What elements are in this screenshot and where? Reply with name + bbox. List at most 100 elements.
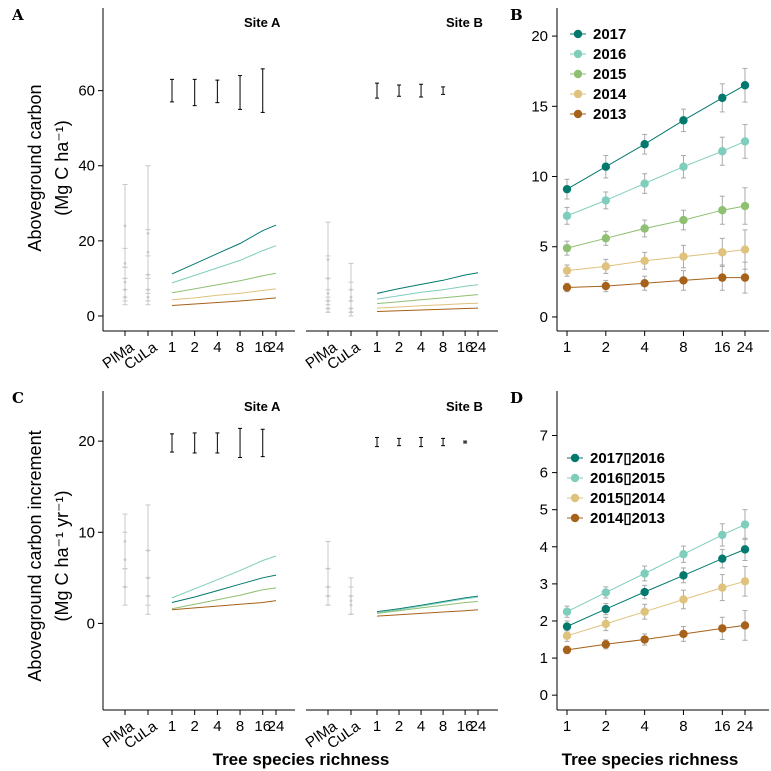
x-tick-label-1: 1 (563, 718, 571, 735)
legend-label-2017: 2017▯2016 (590, 450, 665, 467)
point-2016 (562, 211, 572, 221)
series-line-2016 (376, 596, 479, 613)
point-2015 (601, 234, 611, 243)
ref-point-cula (146, 594, 150, 598)
axes-layer (98, 8, 769, 715)
point-2013 (718, 624, 727, 633)
ref-point-plma (123, 558, 127, 562)
x-tick-label-24: 24 (470, 339, 487, 356)
point-2014 (562, 266, 572, 275)
point-2016 (640, 569, 649, 578)
series-line-2016 (171, 245, 277, 284)
y-tick-label-D: 1 (540, 650, 548, 667)
point-2013 (562, 645, 572, 655)
y-tick-label-A: 20 (78, 233, 95, 250)
point-2016 (718, 530, 727, 540)
legend-marker-2013 (573, 109, 583, 119)
x-tick-label-24: 24 (268, 718, 285, 735)
series-line-2016 (566, 140, 746, 217)
x-tick-label-2: 2 (191, 718, 199, 735)
ref-point-plma (123, 224, 127, 228)
x-tick-label-16: 16 (714, 718, 731, 735)
y-tick-label-D: 6 (540, 465, 548, 482)
x-tick-label-4: 4 (213, 718, 221, 735)
legend-marker-2014 (573, 89, 583, 99)
y-tick-label-A: 60 (78, 83, 95, 100)
site-b-title-bottom: Site B (446, 399, 483, 414)
x-tick-label-24: 24 (737, 339, 754, 356)
point-2016 (740, 520, 750, 529)
point-2017 (562, 184, 572, 194)
y-tick-label-D: 5 (540, 502, 548, 519)
y-tick-label-A: 0 (87, 308, 95, 325)
x-tick-label-2: 2 (395, 339, 403, 356)
point-2013 (718, 273, 727, 282)
legend-label-2016: 2016▯2015 (590, 470, 665, 487)
x-tick-label-8: 8 (439, 339, 447, 356)
x-tick-label-4: 4 (640, 339, 648, 356)
legend-label-2016: 2016 (593, 46, 626, 63)
legend-marker-2016 (573, 49, 583, 59)
point-2013 (601, 281, 611, 291)
point-2014 (740, 245, 750, 254)
ref-point-cula (146, 295, 150, 299)
y-tick-label-C: 20 (78, 433, 95, 450)
x-tick-label-24: 24 (268, 339, 285, 356)
x-tick-label-8: 8 (236, 339, 244, 356)
x-tick-label-4: 4 (640, 718, 648, 735)
y-title-top-line2: (Mg C ha⁻¹) (52, 120, 72, 216)
x-tick-label-1: 1 (373, 339, 381, 356)
legend-label-2013: 2013 (593, 106, 626, 123)
y-tick-label-C: 0 (87, 615, 95, 632)
x-tick-label-16: 16 (457, 339, 474, 356)
x-tick-label-16: 16 (254, 339, 271, 356)
x-tick-label-1: 1 (563, 339, 571, 356)
x-tick-label-2: 2 (602, 339, 610, 356)
series-line-2015 (171, 272, 277, 294)
legend-label-2015: 2015 (593, 66, 626, 83)
point-2015 (562, 243, 572, 253)
x-tick-label-24: 24 (737, 718, 754, 735)
y-title-bottom-line1: Aboveground carbon increment (25, 430, 45, 681)
point-2017 (740, 81, 750, 90)
point-2017 (679, 116, 688, 125)
x-tick-label-4: 4 (213, 339, 221, 356)
x-tick-label-1: 1 (373, 718, 381, 735)
x-tick-label-16: 16 (714, 339, 731, 356)
point-2017 (640, 140, 649, 149)
x-tick-label-8: 8 (439, 718, 447, 735)
x-tick-label-1: 1 (168, 339, 176, 356)
legend-marker-2017 (570, 453, 580, 463)
point-2014 (718, 248, 727, 257)
point-2013 (740, 273, 750, 282)
legend-label-2017: 2017 (593, 26, 626, 43)
x-tick-label-24: 24 (470, 718, 487, 735)
x-tick-label-2: 2 (395, 718, 403, 735)
legend-label-2014: 2014 (593, 86, 627, 103)
panel-letter-a: A (11, 6, 24, 24)
legend-marker-2015 (573, 69, 583, 79)
y-tick-label-B: 20 (531, 28, 548, 45)
x-tick-label-4: 4 (417, 339, 425, 356)
ref-point-plma (123, 261, 127, 265)
point-2016 (601, 196, 611, 205)
point-2017 (718, 93, 727, 103)
point-2017 (601, 604, 611, 614)
point-2014 (718, 583, 727, 592)
series-line-2017 (376, 595, 479, 613)
ref-point-plma (326, 307, 330, 310)
series-line-2013 (171, 600, 277, 611)
point-2013 (679, 276, 688, 285)
y-tick-label-A: 40 (78, 158, 95, 175)
point-2013 (740, 621, 750, 630)
legend-label-2013: 2014▯2013 (590, 510, 665, 527)
ref-point-cula (349, 603, 353, 607)
legend-marker-2013 (570, 513, 580, 523)
series-line-2014 (376, 302, 479, 309)
point-2016 (601, 588, 611, 597)
x-title-right: Tree species richness (562, 750, 739, 769)
series-line-2013 (171, 297, 277, 306)
point-2015 (740, 201, 750, 211)
x-tick-label-16: 16 (254, 718, 271, 735)
